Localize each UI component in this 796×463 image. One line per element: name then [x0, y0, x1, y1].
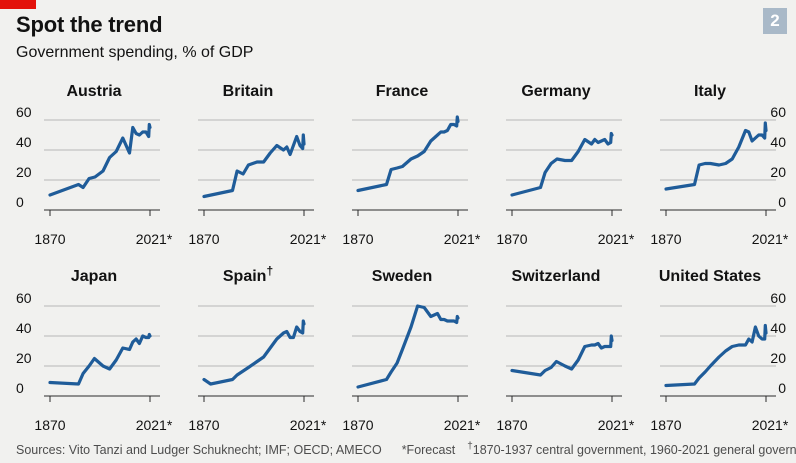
japan-series-line [48, 332, 152, 386]
france-xtick-label-end: 2021* [444, 231, 481, 247]
austria-ytick-label: 60 [16, 104, 32, 120]
britain-xtick-label-end: 2021* [290, 231, 327, 247]
austria-panel-title: Austria [66, 83, 121, 100]
germany-series-line [510, 131, 614, 197]
sweden-panel-title: Sweden [372, 268, 432, 285]
britain-xtick-label-start: 1870 [188, 231, 219, 247]
italy-xtick-label-start: 1870 [650, 231, 681, 247]
japan-ytick-label: 20 [16, 350, 32, 366]
italy-ytick-label: 40 [770, 134, 786, 150]
japan-panel-title: Japan [71, 268, 117, 285]
chart-subtitle: Government spending, % of GDP [16, 44, 254, 61]
britain-panel-title: Britain [223, 83, 274, 100]
austria-series-line [48, 122, 152, 197]
austria-xtick-label-end: 2021* [136, 231, 173, 247]
austria-ytick-label: 20 [16, 164, 32, 180]
germany-xtick-label-end: 2021* [598, 231, 635, 247]
france-series-line [356, 115, 460, 193]
japan-xtick-label-end: 2021* [136, 417, 173, 433]
united-states-ytick-label: 40 [770, 320, 786, 336]
austria-ytick-label: 40 [16, 134, 32, 150]
britain-series-line [202, 133, 306, 199]
japan-ytick-label: 40 [16, 320, 32, 336]
italy-ytick-label: 60 [770, 104, 786, 120]
italy-ytick-label: 0 [778, 194, 786, 210]
switzerland-xtick-label-start: 1870 [496, 417, 527, 433]
germany-panel-title: Germany [521, 83, 590, 100]
france-panel-title: France [376, 83, 429, 100]
spain-xtick-label-start: 1870 [188, 417, 219, 433]
footer-sources: Sources: Vito Tanzi and Ludger Schuknech… [16, 443, 382, 458]
united-states-series-line [664, 323, 768, 388]
footer-dagger: † [467, 441, 473, 452]
united-states-panel-title: United States [659, 268, 761, 285]
united-states-ytick-label: 0 [778, 380, 786, 396]
united-states-xtick-label-start: 1870 [650, 417, 681, 433]
italy-series-line [664, 121, 768, 191]
japan-ytick-label: 0 [16, 380, 24, 396]
sweden-xtick-label-start: 1870 [342, 417, 373, 433]
sweden-series-line [356, 304, 460, 389]
spain-panel-title: Spain† [223, 264, 273, 285]
japan-xtick-label-start: 1870 [34, 417, 65, 433]
italy-panel-title: Italy [694, 83, 726, 100]
sweden-xtick-label-end: 2021* [444, 417, 481, 433]
brand-red-tag [0, 0, 36, 9]
spain-dagger: † [266, 264, 273, 278]
switzerland-series-line [510, 334, 614, 377]
switzerland-panel-title: Switzerland [512, 268, 601, 285]
austria-ytick-label: 0 [16, 194, 24, 210]
united-states-ytick-label: 60 [770, 290, 786, 306]
italy-ytick-label: 20 [770, 164, 786, 180]
austria-xtick-label-start: 1870 [34, 231, 65, 247]
united-states-ytick-label: 20 [770, 350, 786, 366]
spain-series-line [202, 319, 306, 386]
chart-title: Spot the trend [16, 12, 163, 37]
france-xtick-label-start: 1870 [342, 231, 373, 247]
switzerland-xtick-label-end: 2021* [598, 417, 635, 433]
spain-xtick-label-end: 2021* [290, 417, 327, 433]
japan-ytick-label: 60 [16, 290, 32, 306]
footer: Sources: Vito Tanzi and Ludger Schuknech… [16, 441, 796, 457]
germany-xtick-label-start: 1870 [496, 231, 527, 247]
italy-xtick-label-end: 2021* [752, 231, 789, 247]
chart-number-badge: 2 [763, 8, 787, 34]
united-states-xtick-label-end: 2021* [752, 417, 789, 433]
footer-spain-note: 1870-1937 central government, 1960-2021 … [472, 443, 796, 458]
footer-forecast-note: *Forecast [401, 443, 456, 458]
